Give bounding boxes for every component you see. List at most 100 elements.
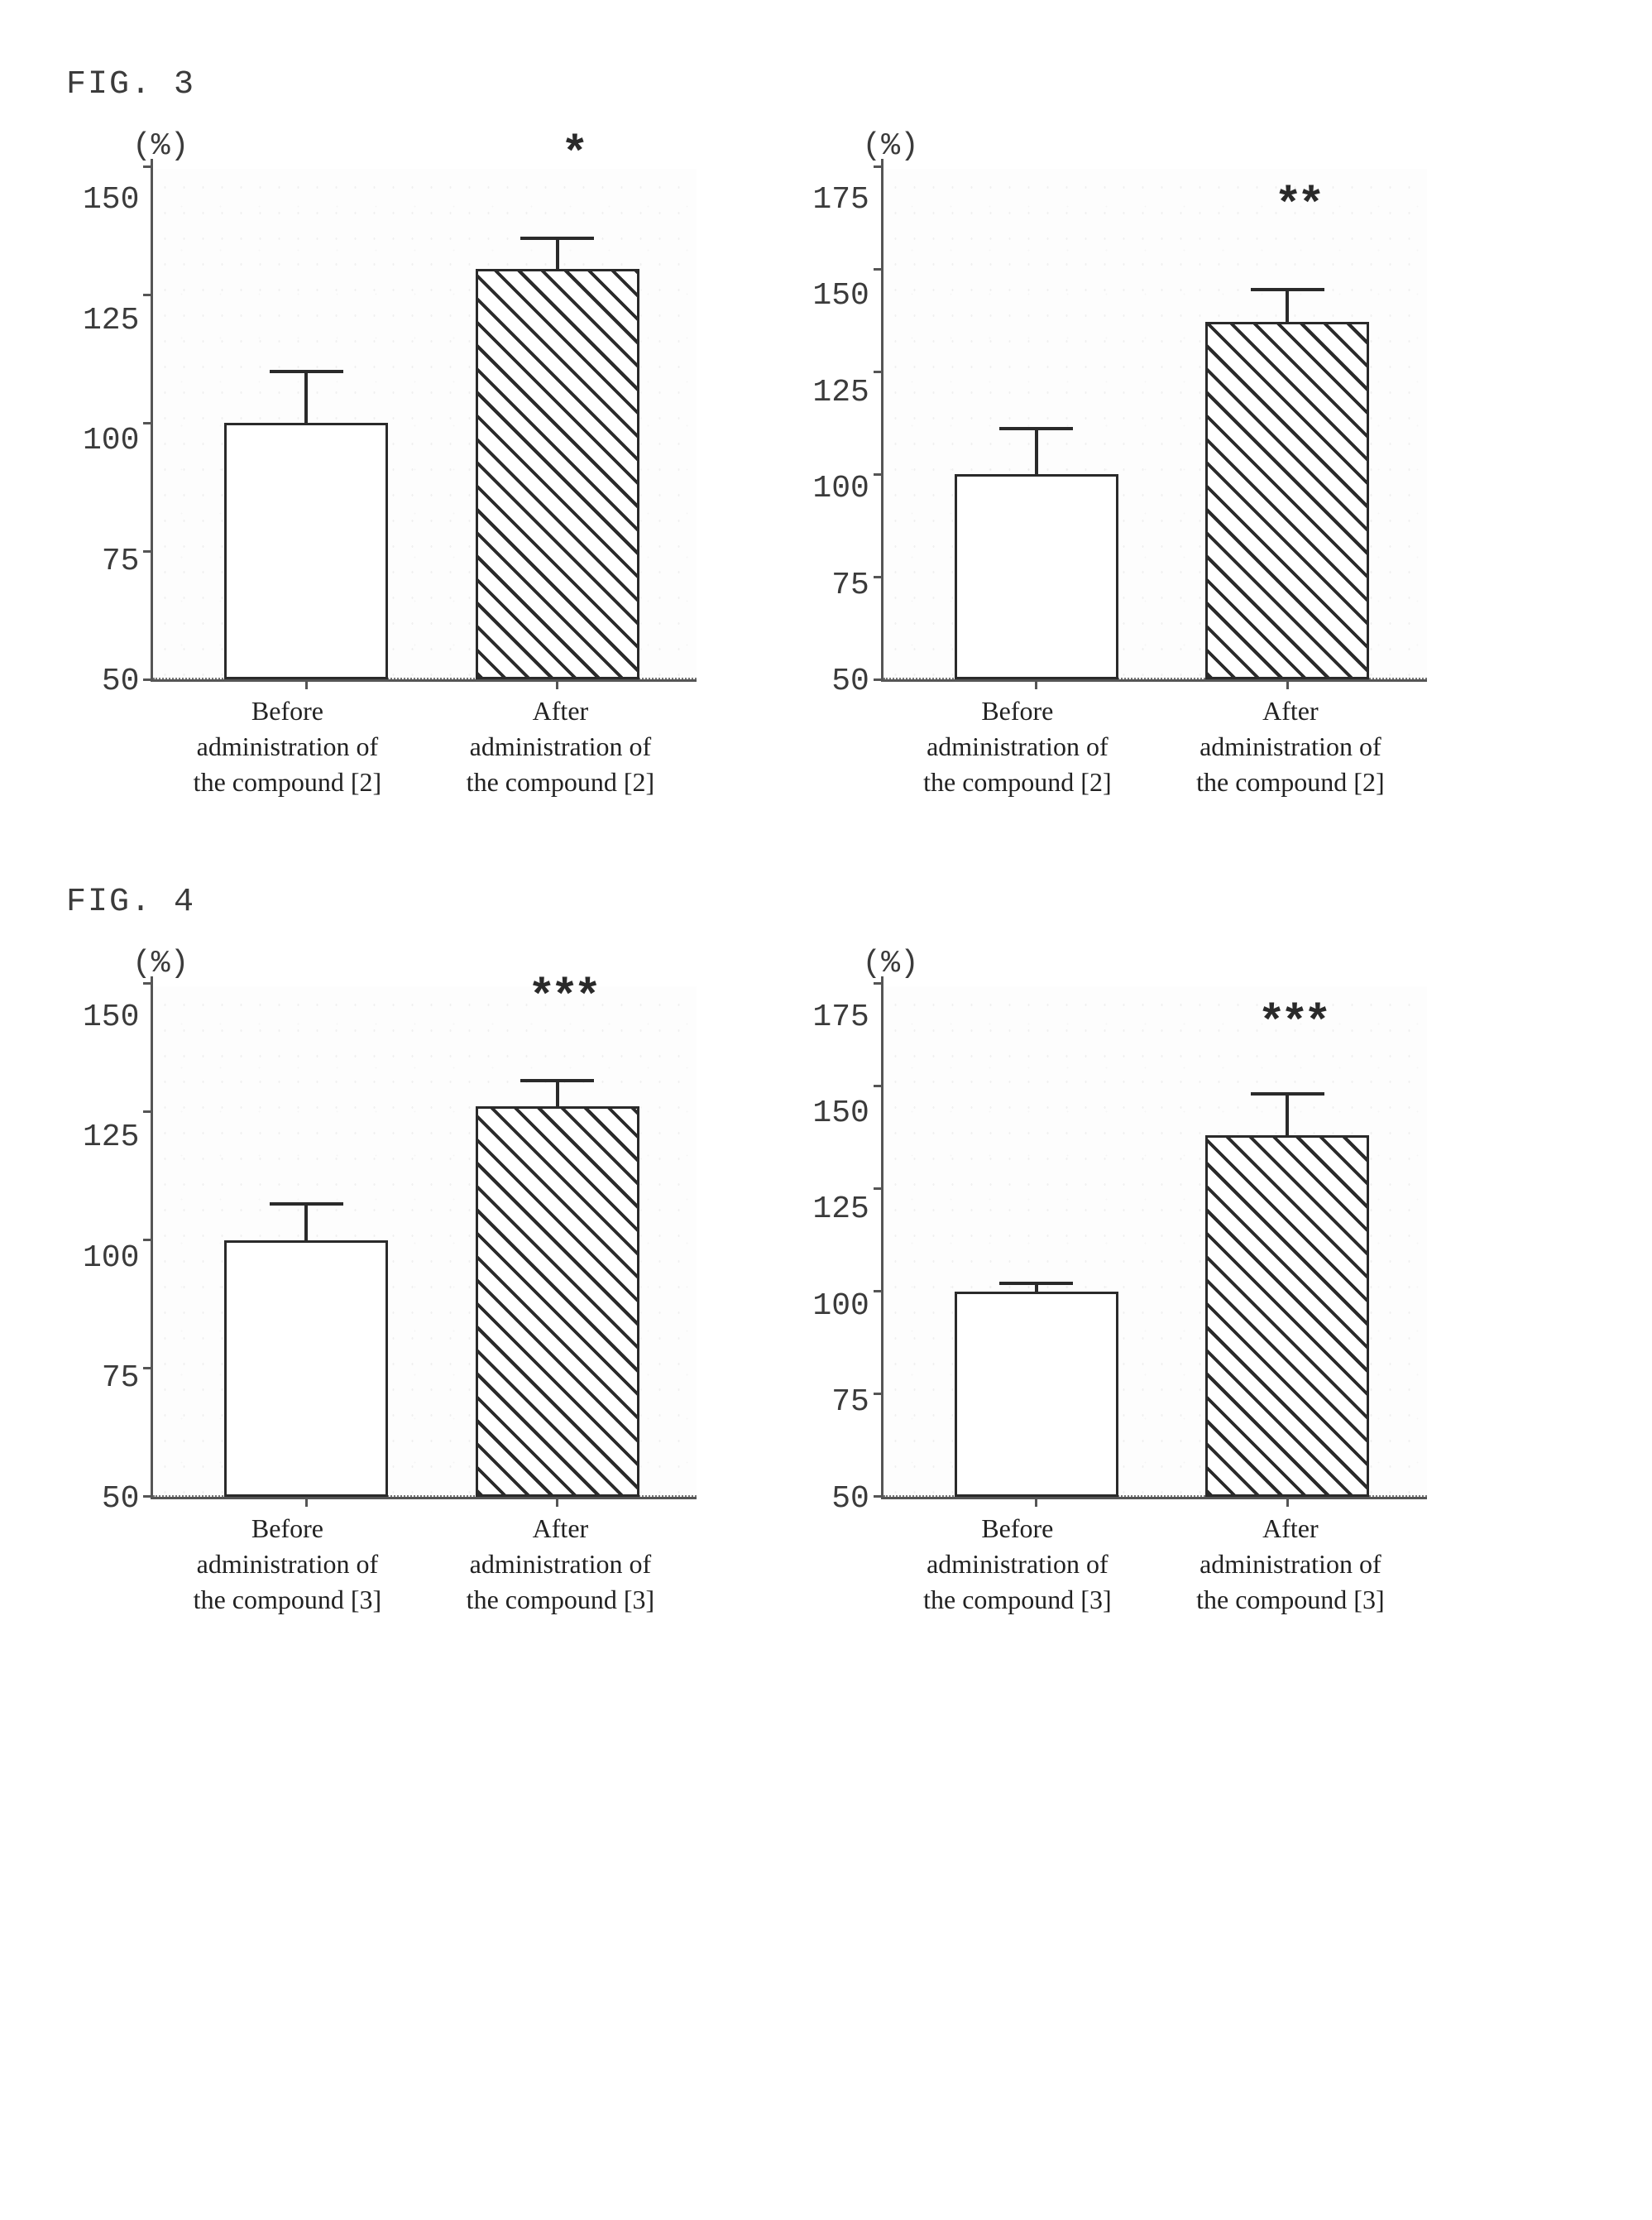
figure-row: (%)1501251007550*Beforeadministration of… xyxy=(33,128,1619,801)
x-axis-labels: Beforeadministration ofthe compound [2]A… xyxy=(151,693,697,801)
y-tick-mark xyxy=(874,576,883,578)
figure-label: FIG. 4 xyxy=(66,884,1619,921)
y-axis-unit: (%) xyxy=(862,128,918,164)
y-axis-unit: (%) xyxy=(132,946,189,981)
y-tick-mark xyxy=(874,371,883,373)
plot-area: * xyxy=(151,169,697,682)
significance-marker: *** xyxy=(1262,991,1331,1045)
bar-after xyxy=(1205,1135,1369,1496)
error-cap xyxy=(520,1079,594,1082)
error-cap xyxy=(999,1282,1073,1285)
significance-marker: * xyxy=(566,122,589,176)
y-tick-label: 75 xyxy=(831,570,869,602)
chart-panel: (%)1751501251007550***Beforeadministrati… xyxy=(812,946,1426,1618)
y-tick-label: 150 xyxy=(83,1002,139,1033)
y-tick-mark xyxy=(874,1187,883,1190)
y-axis: 1501251007550 xyxy=(83,169,151,682)
y-axis: 1501251007550 xyxy=(83,986,151,1499)
y-tick-label: 75 xyxy=(102,546,140,578)
y-tick-mark xyxy=(143,422,153,424)
y-tick-label: 125 xyxy=(812,1194,869,1225)
x-axis-label: Beforeadministration ofthe compound [2] xyxy=(881,693,1154,801)
figure-label: FIG. 3 xyxy=(66,66,1619,103)
error-cap xyxy=(270,1202,343,1206)
plot-area: *** xyxy=(881,986,1427,1499)
plot-wrap: 1501251007550* xyxy=(83,169,697,682)
x-axis-label: Beforeadministration ofthe compound [3] xyxy=(151,1511,424,1618)
y-tick-mark xyxy=(874,1495,883,1498)
error-bar xyxy=(556,238,559,269)
error-cap xyxy=(520,237,594,240)
x-axis-label: Beforeadministration ofthe compound [3] xyxy=(881,1511,1154,1618)
x-axis-labels: Beforeadministration ofthe compound [3]A… xyxy=(881,1511,1427,1618)
y-tick-label: 100 xyxy=(83,1243,139,1274)
plot-area: ** xyxy=(881,169,1427,682)
x-tick-mark xyxy=(556,1497,558,1507)
y-tick-label: 150 xyxy=(83,185,139,216)
error-bar xyxy=(1035,429,1038,474)
y-tick-mark xyxy=(143,678,153,681)
x-axis-labels: Beforeadministration ofthe compound [3]A… xyxy=(151,1511,697,1618)
y-tick-label: 50 xyxy=(831,1484,869,1515)
y-axis-unit: (%) xyxy=(862,946,918,981)
significance-marker: *** xyxy=(533,966,601,1019)
chart-panel: (%)1751501251007550**Beforeadministratio… xyxy=(812,128,1426,801)
chart-panel: (%)1501251007550*Beforeadministration of… xyxy=(83,128,697,801)
y-tick-label: 150 xyxy=(812,1098,869,1129)
x-axis-labels: Beforeadministration ofthe compound [2]A… xyxy=(881,693,1427,801)
y-tick-label: 75 xyxy=(102,1363,140,1394)
error-bar xyxy=(556,1081,559,1106)
x-axis-label: Afteradministration ofthe compound [2] xyxy=(424,693,697,801)
y-tick-label: 150 xyxy=(812,280,869,312)
bar-before xyxy=(955,1292,1118,1497)
bar-after xyxy=(476,1106,639,1496)
y-tick-mark xyxy=(874,1290,883,1292)
x-tick-mark xyxy=(1286,679,1289,689)
plot-wrap: 1751501251007550*** xyxy=(812,986,1426,1499)
y-tick-mark xyxy=(874,982,883,985)
x-tick-mark xyxy=(556,679,558,689)
error-bar xyxy=(1286,290,1289,323)
y-axis: 1751501251007550 xyxy=(812,986,880,1499)
y-tick-mark xyxy=(143,550,153,553)
error-bar xyxy=(304,1204,308,1239)
y-tick-label: 100 xyxy=(812,1291,869,1322)
y-tick-label: 75 xyxy=(831,1387,869,1418)
y-tick-mark xyxy=(874,268,883,271)
bar-before xyxy=(224,423,388,679)
plot-wrap: 1751501251007550** xyxy=(812,169,1426,682)
x-tick-mark xyxy=(305,1497,308,1507)
error-cap xyxy=(1251,288,1324,291)
y-tick-mark xyxy=(143,982,153,985)
x-axis-label: Beforeadministration ofthe compound [2] xyxy=(151,693,424,801)
error-bar xyxy=(1286,1095,1289,1136)
figure-page: FIG. 3 (%) 150 125 100 75 50 * Beforeadministrat… xyxy=(33,66,1619,1618)
error-cap xyxy=(999,427,1073,430)
y-tick-label: 125 xyxy=(83,305,139,337)
error-cap xyxy=(1251,1092,1324,1096)
x-axis-label: Afteradministration ofthe compound [3] xyxy=(1154,1511,1427,1618)
x-axis-label: Afteradministration ofthe compound [3] xyxy=(424,1511,697,1618)
bar-after xyxy=(476,269,639,679)
x-tick-mark xyxy=(1035,679,1037,689)
y-tick-label: 100 xyxy=(83,425,139,457)
y-tick-label: 175 xyxy=(812,185,869,216)
y-tick-mark xyxy=(874,1393,883,1395)
y-tick-mark xyxy=(143,1110,153,1113)
figure-row: (%) 150 125 100 75 50 *** Beforeadministration … xyxy=(33,946,1619,1618)
y-axis: 1751501251007550 xyxy=(812,169,880,682)
y-tick-mark xyxy=(143,165,153,168)
plot-area: *** xyxy=(151,986,697,1499)
chart-panel: (%)1501251007550***Beforeadministration … xyxy=(83,946,697,1618)
y-tick-mark xyxy=(874,678,883,681)
y-axis-unit: (%) xyxy=(132,128,189,164)
y-tick-mark xyxy=(874,1085,883,1087)
y-tick-mark xyxy=(874,473,883,476)
x-tick-mark xyxy=(1286,1497,1289,1507)
y-tick-mark xyxy=(143,1495,153,1498)
y-tick-label: 125 xyxy=(83,1122,139,1153)
x-tick-mark xyxy=(305,679,308,689)
significance-marker: ** xyxy=(1279,174,1325,228)
y-tick-mark xyxy=(143,1239,153,1241)
x-tick-mark xyxy=(1035,1497,1037,1507)
